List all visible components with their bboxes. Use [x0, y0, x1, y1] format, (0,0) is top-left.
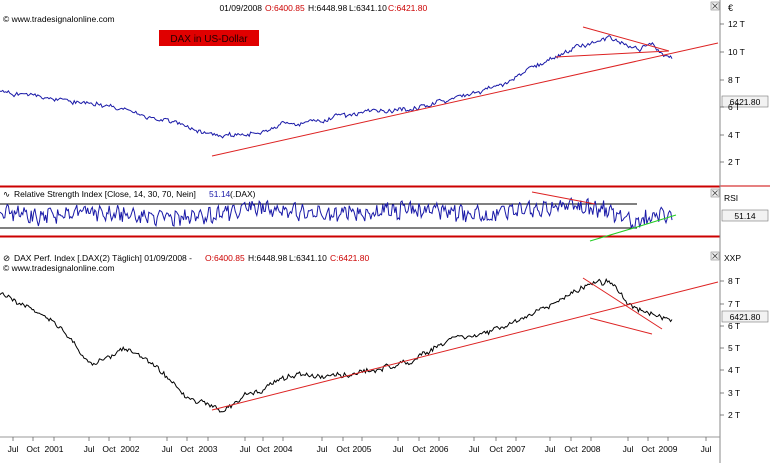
- panel3-y-tick-label: 2 T: [728, 410, 740, 420]
- x-tick-label: 2008: [582, 444, 601, 454]
- panel1-y-tick-label: 6 T: [728, 102, 740, 112]
- rsi-series: [0, 197, 673, 230]
- header-close: C:6421.80: [388, 3, 427, 13]
- panel3-wedge-lower: [589, 317, 653, 335]
- panel2-close-button[interactable]: [710, 188, 720, 198]
- x-tick-label: 2005: [353, 444, 372, 454]
- axis-ticks: 12 T 10 T 8 T 6 T 4 T 2 T 8 T 7 T 6 T 5 T 4 T 3 T 2 …: [8, 19, 745, 454]
- dax-usd-badge-label: DAX in US-Dollar: [170, 34, 248, 45]
- x-tick-label: Oct: [641, 444, 655, 454]
- x-tick-label: Jul: [469, 444, 480, 454]
- panel3-y-tick-label: 6 T: [728, 321, 740, 331]
- dax-open: O:6400.85: [205, 253, 245, 263]
- panel1-y-tick-label: 8 T: [728, 75, 740, 85]
- x-tick-label: 2001: [45, 444, 64, 454]
- panel1-support-trendline: [211, 42, 719, 157]
- x-tick-label: Jul: [317, 444, 328, 454]
- x-tick-label: Oct: [102, 444, 116, 454]
- panel3-y-tick-label: 3 T: [728, 388, 740, 398]
- dax-high: H:6448.98: [248, 253, 287, 263]
- panel1-header: © www.tradesignalonline.com 01/09/2008 O…: [3, 3, 427, 24]
- copyright-label: © www.tradesignalonline.com: [3, 14, 115, 24]
- dax-usd-badge: [159, 30, 259, 46]
- trendlines: [211, 26, 719, 411]
- rsi-resistance-line: [531, 191, 596, 205]
- panel1-y-tick-label: 4 T: [728, 130, 740, 140]
- panel1-y-tick-label: 12 T: [728, 19, 745, 29]
- panel1-y-tick-label: 2 T: [728, 157, 740, 167]
- header-low: L:6341.10: [349, 3, 387, 13]
- dax-low: L:6341.10: [289, 253, 327, 263]
- rsi-icon: ∿: [3, 189, 10, 199]
- panel1-price-tag: [721, 95, 769, 108]
- x-tick-label: Jul: [623, 444, 634, 454]
- rsi-suffix: (.DAX): [230, 189, 256, 199]
- x-tick-label: 2004: [274, 444, 293, 454]
- x-tick-label: Oct: [564, 444, 578, 454]
- dax-series: [0, 278, 673, 413]
- rsi-value: 51.14: [209, 189, 231, 199]
- panel1-close-button[interactable]: [710, 1, 720, 11]
- x-tick-label: Oct: [489, 444, 503, 454]
- x-tick-label: Oct: [336, 444, 350, 454]
- panel3-y-tick-label: 5 T: [728, 343, 740, 353]
- panel1-y-tick-label: 10 T: [728, 47, 745, 57]
- dax-title: DAX Perf. Index [.DAX(2) Täglich] 01/09/…: [14, 253, 192, 263]
- x-tick-label: Jul: [162, 444, 173, 454]
- panel1-wedge-upper: [582, 26, 670, 52]
- panel1-unit: €: [728, 3, 733, 13]
- rsi-value-tag: [721, 209, 769, 222]
- x-tick-label: Jul: [393, 444, 404, 454]
- panel2-unit: RSI: [724, 193, 738, 203]
- x-tick-label: Oct: [26, 444, 40, 454]
- x-tick-label: 2007: [507, 444, 526, 454]
- header-high: H:6448.98: [308, 3, 347, 13]
- dax-close: C:6421.80: [330, 253, 369, 263]
- x-tick-label: 2003: [199, 444, 218, 454]
- panel3-y-tick-label: 4 T: [728, 365, 740, 375]
- panel1-wedge-lower: [555, 50, 670, 58]
- x-tick-label: Oct: [180, 444, 194, 454]
- rsi-support-line: [589, 226, 638, 242]
- x-tick-label: Oct: [256, 444, 270, 454]
- x-tick-label: 2006: [430, 444, 449, 454]
- panel3-support-trendline: [211, 281, 719, 411]
- x-tick-label: Jul: [545, 444, 556, 454]
- x-tick-label: Jul: [240, 444, 251, 454]
- x-tick-label: 2002: [121, 444, 140, 454]
- x-tick-label: Jul: [84, 444, 95, 454]
- rsi-value-tag-text: 51.14: [734, 211, 756, 221]
- panel2-header: ∿ Relative Strength Index [Close, 14, 30…: [3, 189, 256, 199]
- panel3-price-tag-text: 6421.80: [730, 312, 761, 322]
- panel3-y-tick-label: 7 T: [728, 299, 740, 309]
- panel3-unit: XXP: [724, 253, 741, 263]
- copyright-label-2: © www.tradesignalonline.com: [3, 263, 115, 273]
- panel3-price-tag: [721, 310, 769, 323]
- x-tick-label: Jul: [701, 444, 712, 454]
- x-tick-label: Oct: [412, 444, 426, 454]
- panel3-close-button[interactable]: [710, 251, 720, 261]
- dax-icon: ⊘: [3, 253, 10, 263]
- x-tick-label: Jul: [8, 444, 19, 454]
- panel3-y-tick-label: 8 T: [728, 276, 740, 286]
- header-open: O:6400.85: [265, 3, 305, 13]
- rsi-title: Relative Strength Index [Close, 14, 30, …: [14, 189, 196, 199]
- panel3-wedge-upper: [582, 277, 663, 330]
- panel1-price-tag-text: 6421.80: [730, 97, 761, 107]
- panel3-header: ⊘ DAX Perf. Index [.DAX(2) Täglich] 01/0…: [3, 253, 369, 273]
- x-tick-label: 2009: [659, 444, 678, 454]
- header-date: 01/09/2008: [219, 3, 262, 13]
